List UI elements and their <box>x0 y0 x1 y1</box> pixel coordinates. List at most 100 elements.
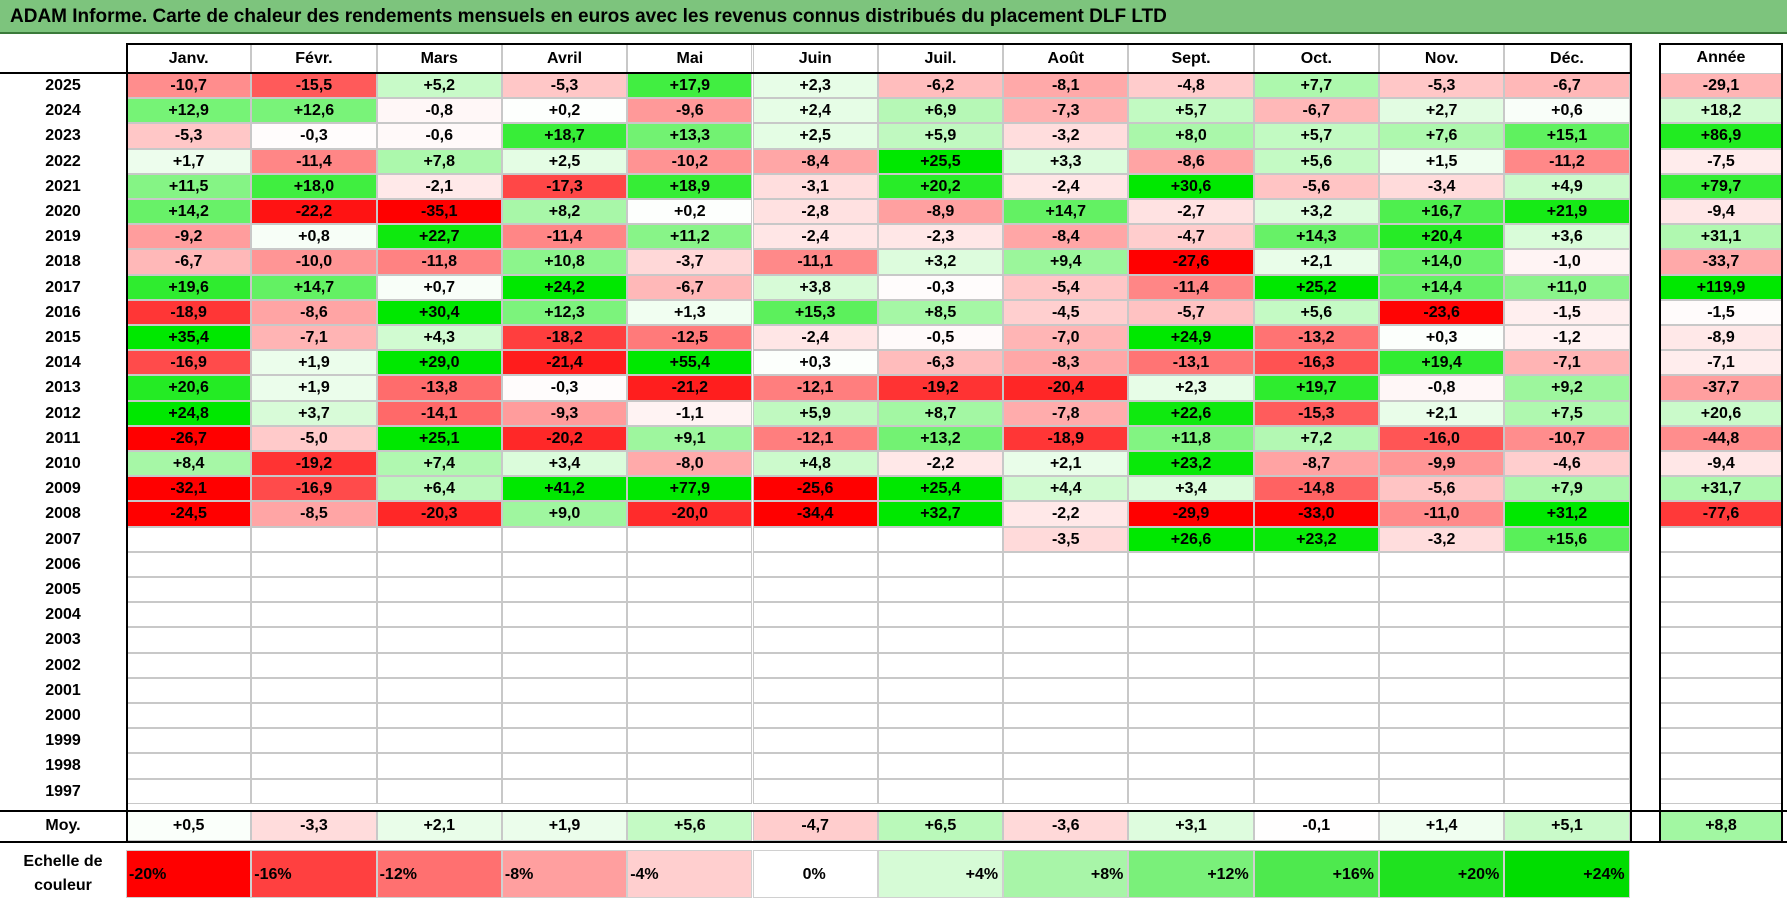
heatmap-cell: -11,4 <box>501 224 628 250</box>
heatmap-cell: -3,7 <box>627 249 753 275</box>
heatmap-cell: -16,3 <box>1253 350 1379 376</box>
heatmap-cell: +4,9 <box>1504 173 1630 199</box>
year-label: 2016 <box>45 303 81 321</box>
heatmap-cell: +7,2 <box>1253 425 1379 451</box>
year-label: 2014 <box>45 354 81 372</box>
heatmap-cell: +2,5 <box>501 148 628 174</box>
year-label: 2004 <box>45 606 81 624</box>
heatmap-cell: +0,3 <box>1379 325 1505 351</box>
annual-cell: -9,4 <box>1659 451 1783 477</box>
heatmap-cell: -16,9 <box>251 476 377 502</box>
average-label: Moy. <box>45 817 81 834</box>
heatmap-cell <box>1128 602 1254 628</box>
heatmap-cell: +2,1 <box>1379 400 1505 426</box>
annual-cell: +31,7 <box>1659 476 1783 502</box>
heatmap-cell: -1,2 <box>1504 325 1630 351</box>
heatmap-cell: -19,2 <box>877 375 1004 401</box>
month-header: Févr. <box>251 43 377 73</box>
heatmap-cell <box>877 526 1004 552</box>
heatmap-cell <box>376 677 502 703</box>
heatmap-cell <box>1128 703 1254 729</box>
year-label: 1998 <box>45 757 81 775</box>
month-header: Août <box>1003 43 1129 73</box>
heatmap-cell <box>126 677 252 703</box>
heatmap-cell: +23,2 <box>1253 526 1379 552</box>
heatmap-cell <box>1379 728 1505 754</box>
heatmap-cell: -35,1 <box>376 199 502 225</box>
heatmap-cell: +1,3 <box>627 299 753 325</box>
heatmap-cell: -10,2 <box>627 148 753 174</box>
heatmap-cell: -24,5 <box>126 501 252 527</box>
heatmap-cell: +14,2 <box>126 199 252 225</box>
heatmap-cell: +1,5 <box>1379 148 1505 174</box>
heatmap-cell <box>251 602 377 628</box>
heatmap-cell <box>376 703 502 729</box>
heatmap-cell: -11,1 <box>752 249 878 275</box>
heatmap-cell <box>627 753 753 779</box>
heatmap-cell <box>376 652 502 678</box>
heatmap-cell <box>1504 728 1630 754</box>
heatmap-cell: +2,7 <box>1379 98 1505 124</box>
heatmap-cell: +25,5 <box>877 148 1004 174</box>
heatmap-cell <box>877 602 1004 628</box>
heatmap-cell <box>1003 778 1129 804</box>
heatmap-cell: -11,4 <box>1128 274 1254 300</box>
annual-cell <box>1659 728 1783 754</box>
heatmap-cell: +3,3 <box>1003 148 1129 174</box>
year-label: 2021 <box>45 177 81 195</box>
heatmap-cell <box>1379 627 1505 653</box>
heatmap-cell <box>877 728 1004 754</box>
heatmap-cell <box>251 577 377 603</box>
heatmap-cell <box>126 627 252 653</box>
heatmap-cell: +9,1 <box>627 425 753 451</box>
heatmap-cell: +0,2 <box>501 98 628 124</box>
heatmap-cell: +5,2 <box>376 73 502 99</box>
annual-cell: -9,4 <box>1659 199 1783 225</box>
year-label: 2007 <box>45 530 81 548</box>
heatmap-cell <box>1003 703 1129 729</box>
heatmap-cell: -1,0 <box>1504 249 1630 275</box>
heatmap-cell: -11,4 <box>251 148 377 174</box>
heatmap-cell: -5,6 <box>1253 173 1379 199</box>
heatmap-cell: +32,7 <box>877 501 1004 527</box>
heatmap-cell: -20,3 <box>376 501 502 527</box>
heatmap-cell <box>752 551 878 577</box>
heatmap-cell: +14,7 <box>251 274 377 300</box>
year-label: 2017 <box>45 278 81 296</box>
year-label: 2002 <box>45 656 81 674</box>
heatmap-cell <box>1003 652 1129 678</box>
heatmap-cell: +15,3 <box>752 299 878 325</box>
heatmap-cell: -16,0 <box>1379 425 1505 451</box>
average-cell: -3,6 <box>1003 811 1129 841</box>
heatmap-cell: +20,4 <box>1379 224 1505 250</box>
heatmap-cell: -12,5 <box>627 325 753 351</box>
year-label: 2000 <box>45 707 81 724</box>
color-scale-label: Echelle de couleur <box>23 853 103 894</box>
heatmap-cell: -8,9 <box>877 199 1004 225</box>
heatmap-cell <box>752 728 878 754</box>
heatmap-cell <box>251 677 377 703</box>
heatmap-cell <box>877 652 1004 678</box>
heatmap-cell <box>126 778 252 804</box>
heatmap-cell: +1,9 <box>251 350 377 376</box>
heatmap-cell <box>1128 778 1254 804</box>
heatmap-cell: +3,4 <box>501 451 628 477</box>
heatmap-cell: -10,7 <box>1504 425 1630 451</box>
heatmap-cell: -21,4 <box>501 350 628 376</box>
heatmap-cell: -4,8 <box>1128 73 1254 99</box>
color-scale-swatch: -8% <box>501 850 628 898</box>
heatmap-cell: +3,2 <box>1253 199 1379 225</box>
heatmap-cell <box>752 753 878 779</box>
heatmap-cell <box>627 703 753 729</box>
heatmap-cell: -14,1 <box>376 400 502 426</box>
heatmap-cell: +25,2 <box>1253 274 1379 300</box>
year-label: 2005 <box>45 581 81 598</box>
heatmap-cell <box>251 551 377 577</box>
heatmap-cell: -3,2 <box>1379 526 1505 552</box>
heatmap-cell: -7,8 <box>1003 400 1129 426</box>
heatmap-cell: +14,0 <box>1379 249 1505 275</box>
heatmap-cell: -5,0 <box>251 425 377 451</box>
heatmap-cell: +10,8 <box>501 249 628 275</box>
heatmap-cell: +21,9 <box>1504 199 1630 225</box>
heatmap-cell <box>877 677 1004 703</box>
